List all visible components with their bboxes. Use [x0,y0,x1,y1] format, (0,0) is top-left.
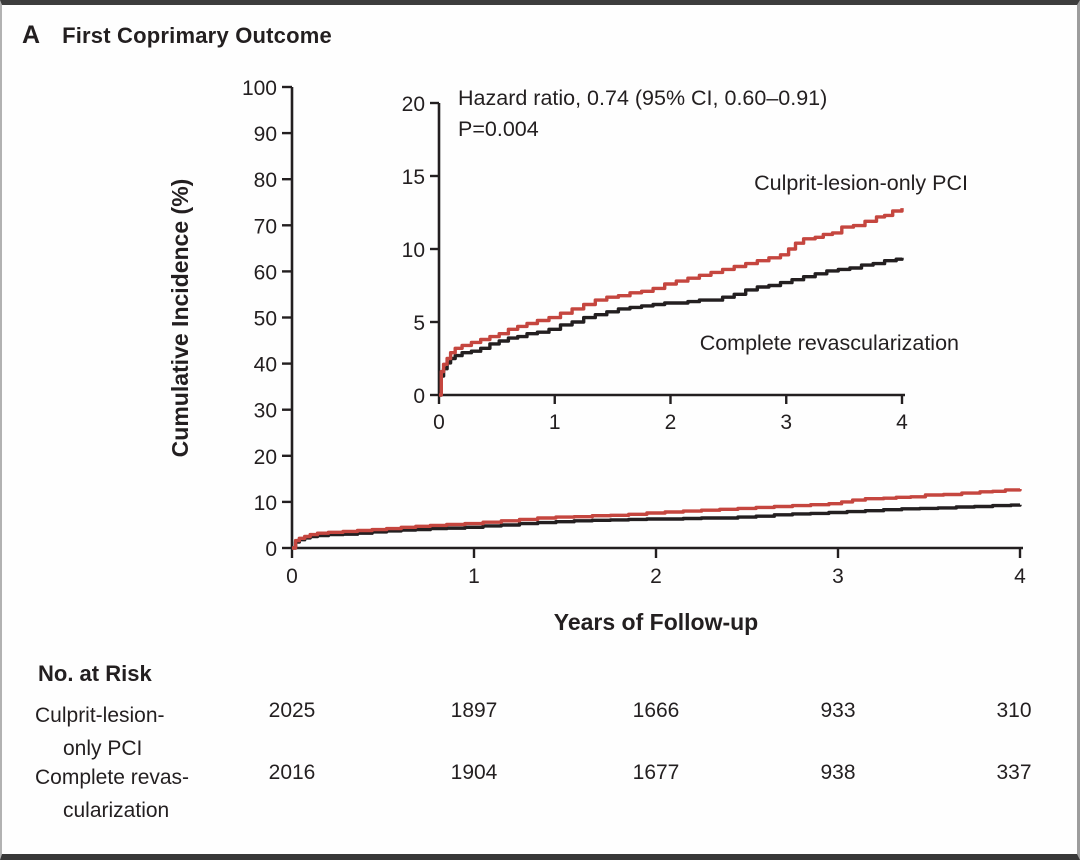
panel-letter: A [22,21,41,49]
main-y-tick-label: 80 [254,169,277,192]
inset-y-tick-label: 10 [402,239,425,262]
main-y-tick-label: 40 [254,354,277,377]
inset-x-tick-label: 4 [896,411,908,434]
risk-count-value: 310 [996,699,1032,722]
main-y-tick-label: 0 [265,538,277,561]
panel-title-text: First Coprimary Outcome [62,23,332,48]
main-y-tick-label: 70 [254,215,277,238]
risk-count-value: 2025 [268,699,316,722]
main-y-axis-title: Cumulative Incidence (%) [167,179,193,458]
risk-row-label-line: only PCI [63,737,143,760]
inset-curve-culprit [439,208,904,397]
p-value-annotation: P=0.004 [458,117,539,141]
main-y-tick-label: 50 [254,308,277,331]
risk-count-value: 938 [820,761,856,784]
risk-row-label-line: Complete revas- [35,766,190,789]
main-y-tick-label: 30 [254,400,277,423]
inset-x-tick-label: 2 [665,411,677,434]
inset-y-tick-label: 20 [402,93,425,116]
series-label-complete: Complete revascularization [700,331,959,355]
main-x-tick-label: 1 [468,565,480,588]
main-curve-culprit [292,488,1022,550]
inset-y-tick-label: 5 [413,312,425,335]
risk-count-value: 1677 [632,761,680,784]
km-chart-canvas: Cumulative Incidence (%) Years of Follow… [167,77,1026,635]
main-y-tick-label: 100 [242,77,277,100]
panel-title: A First Coprimary Outcome [22,21,332,50]
risk-count-value: 1904 [450,761,498,784]
main-y-tick-label: 60 [254,261,277,284]
main-x-axis-title: Years of Follow-up [554,609,758,635]
risk-count-value: 1666 [632,699,680,722]
risk-count-value: 2016 [268,761,316,784]
main-x-tick-label: 2 [650,565,662,588]
inset-x-tick-label: 1 [549,411,561,434]
main-y-tick-label: 90 [254,123,277,146]
risk-count-value: 1897 [450,699,498,722]
risk-row-label-line: cularization [63,799,170,822]
inset-curve-complete [439,257,904,397]
main-x-tick-label: 4 [1014,565,1026,588]
series-label-culprit: Culprit-lesion-only PCI [754,171,968,195]
risk-row-label: Complete revas-cularization [35,761,189,827]
risk-count-value: 933 [820,699,856,722]
inset-x-tick-label: 0 [433,411,445,434]
main-x-tick-label: 0 [286,565,298,588]
hazard-ratio-annotation: Hazard ratio, 0.74 (95% CI, 0.60–0.91) [458,86,827,110]
inset-y-tick-label: 15 [402,166,425,189]
main-y-tick-label: 20 [254,446,277,469]
risk-row-label-line: Culprit-lesion- [35,704,165,727]
inset-x-tick-label: 3 [780,411,792,434]
risk-row-label: Culprit-lesion-only PCI [35,699,165,765]
main-curve-complete [292,503,1022,550]
risk-table-header: No. at Risk [38,661,152,686]
inset-plot-area: 0 5 10 15 20 0 1 2 3 4 [402,93,909,434]
main-x-tick-label: 3 [832,565,844,588]
risk-count-value: 337 [996,761,1032,784]
main-y-tick-label: 10 [254,492,277,515]
inset-y-tick-label: 0 [413,385,425,408]
